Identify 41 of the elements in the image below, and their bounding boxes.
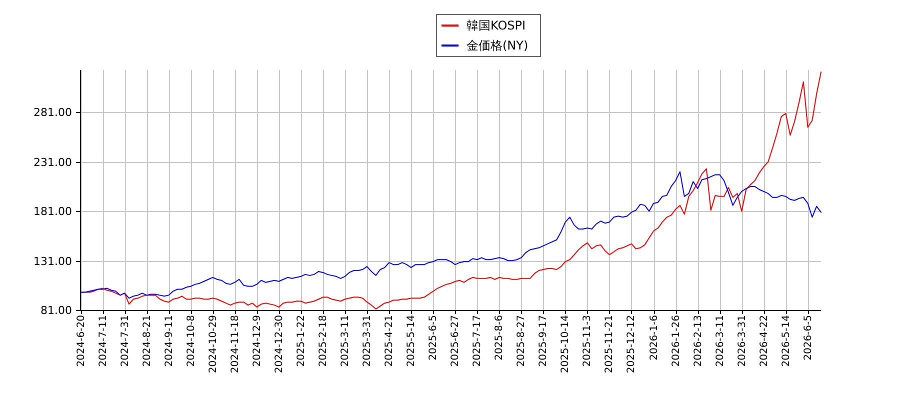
x-tick-label: 2026-1-6: [649, 315, 660, 360]
x-tick-label: 2026-1-26: [671, 315, 682, 367]
x-tick-label: 2025-4-21: [384, 315, 395, 367]
x-tick-label: 2026-3-11: [715, 315, 726, 367]
x-tick-label: 2024-11-18: [230, 315, 241, 374]
x-tick-label: 2025-3-31: [362, 315, 373, 367]
x-tick-label: 2024-7-11: [98, 315, 109, 367]
x-tick-label: 2024-12-30: [274, 315, 285, 374]
x-tick-label: 2024-9-11: [164, 315, 175, 367]
x-tick-label: 2026-6-5: [803, 315, 814, 360]
x-tick-label: 2025-2-18: [318, 315, 329, 367]
x-tick-label: 2025-5-14: [406, 315, 417, 367]
x-tick-label: 2025-11-21: [604, 315, 615, 374]
x-tick-label: 2024-6-20: [76, 315, 87, 367]
x-tick-label: 2025-8-6: [494, 315, 505, 360]
x-tick-label: 2025-10-14: [560, 315, 571, 374]
y-tick-label: 81.00: [40, 304, 72, 317]
x-tick-label: 2025-1-22: [296, 315, 307, 367]
x-tick-label: 2024-10-29: [208, 315, 219, 374]
x-tick-label: 2025-3-11: [340, 315, 351, 367]
y-tick-label: 181.00: [34, 205, 72, 218]
x-tick-label: 2026-3-31: [737, 315, 748, 367]
x-tick-label: 2025-8-27: [516, 315, 527, 367]
x-tick-label: 2024-12-9: [252, 315, 263, 367]
x-tick-label: 2024-10-8: [186, 315, 197, 367]
x-tick-label: 2025-6-27: [450, 315, 461, 367]
x-tick-label: 2025-11-3: [582, 315, 593, 367]
legend-label: 韓国KOSPI: [466, 18, 526, 32]
x-tick-label: 2025-7-17: [472, 315, 483, 367]
x-tick-label: 2026-2-13: [693, 315, 704, 367]
x-tick-label: 2025-12-12: [626, 315, 637, 374]
x-tick-label: 2024-7-31: [120, 315, 131, 367]
x-tick-label: 2026-5-14: [781, 315, 792, 367]
x-tick-label: 2026-4-22: [759, 315, 770, 367]
y-tick-label: 281.00: [34, 106, 72, 119]
x-tick-label: 2024-8-21: [142, 315, 153, 367]
x-tick-label: 2025-9-17: [538, 315, 549, 367]
y-tick-label: 231.00: [34, 156, 72, 169]
y-tick-label: 131.00: [34, 255, 72, 268]
legend-label: 金価格(NY): [466, 38, 528, 52]
x-tick-label: 2025-6-5: [428, 315, 439, 360]
